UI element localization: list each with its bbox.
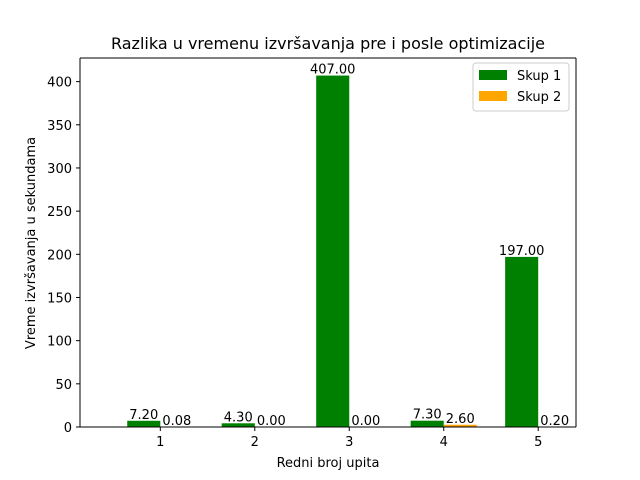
y-tick-label-400: 400 (47, 76, 72, 91)
bar-series1-cat5 (505, 256, 539, 427)
y-tick-label-150: 150 (47, 291, 72, 306)
y-tick-label-300: 300 (47, 162, 72, 177)
bars-layer (127, 75, 572, 427)
bar-series1-cat1 (127, 420, 161, 427)
data-label-series2-cat4: 2.60 (446, 412, 475, 427)
chart-title: Razlika u vremenu izvršavanja pre i posl… (111, 34, 545, 53)
x-axis-label: Redni broj upita (277, 456, 380, 471)
legend-label-series1: Skup 1 (517, 69, 561, 84)
data-label-series1-cat1: 7.20 (129, 408, 158, 423)
x-tick-label-5: 5 (534, 435, 542, 450)
y-tick-label-100: 100 (47, 335, 72, 350)
bar-series1-cat3 (316, 75, 350, 427)
data-label-series2-cat1: 0.08 (162, 414, 191, 429)
legend-swatch-series1 (479, 70, 507, 80)
y-axis-label: Vreme izvršavanja u sekundama (24, 137, 39, 349)
bar-series2-cat4 (443, 424, 477, 427)
axes-layer (79, 57, 577, 428)
legend: Skup 1 Skup 2 (472, 62, 570, 112)
y-tick-label-50: 50 (55, 378, 72, 393)
y-tick-label-250: 250 (47, 205, 72, 220)
legend-swatch-series2 (479, 91, 507, 101)
x-tick-label-4: 4 (440, 435, 448, 450)
data-label-series1-cat5: 197.00 (499, 244, 545, 259)
data-label-series2-cat5: 0.20 (540, 414, 569, 429)
y-tick-label-200: 200 (47, 248, 72, 263)
x-tick-label-3: 3 (345, 435, 353, 450)
data-label-series1-cat3: 407.00 (310, 63, 356, 78)
x-tick-label-1: 1 (156, 435, 164, 450)
bar-series1-cat4 (410, 420, 444, 427)
data-label-series1-cat2: 4.30 (224, 410, 253, 425)
legend-label-series2: Skup 2 (517, 90, 561, 105)
bar-labels-layer: 7.20 4.30 407.00 7.30 197.00 0.08 0.00 0.00 2.60… (129, 63, 569, 429)
data-label-series2-cat2: 0.00 (257, 414, 286, 429)
y-tick-label-0: 0 (64, 421, 72, 436)
data-label-series1-cat4: 7.30 (413, 408, 442, 423)
data-label-series2-cat3: 0.00 (351, 414, 380, 429)
x-tick-label-2: 2 (251, 435, 259, 450)
y-tick-label-350: 350 (47, 119, 72, 134)
bar-series1-cat2 (221, 423, 255, 427)
